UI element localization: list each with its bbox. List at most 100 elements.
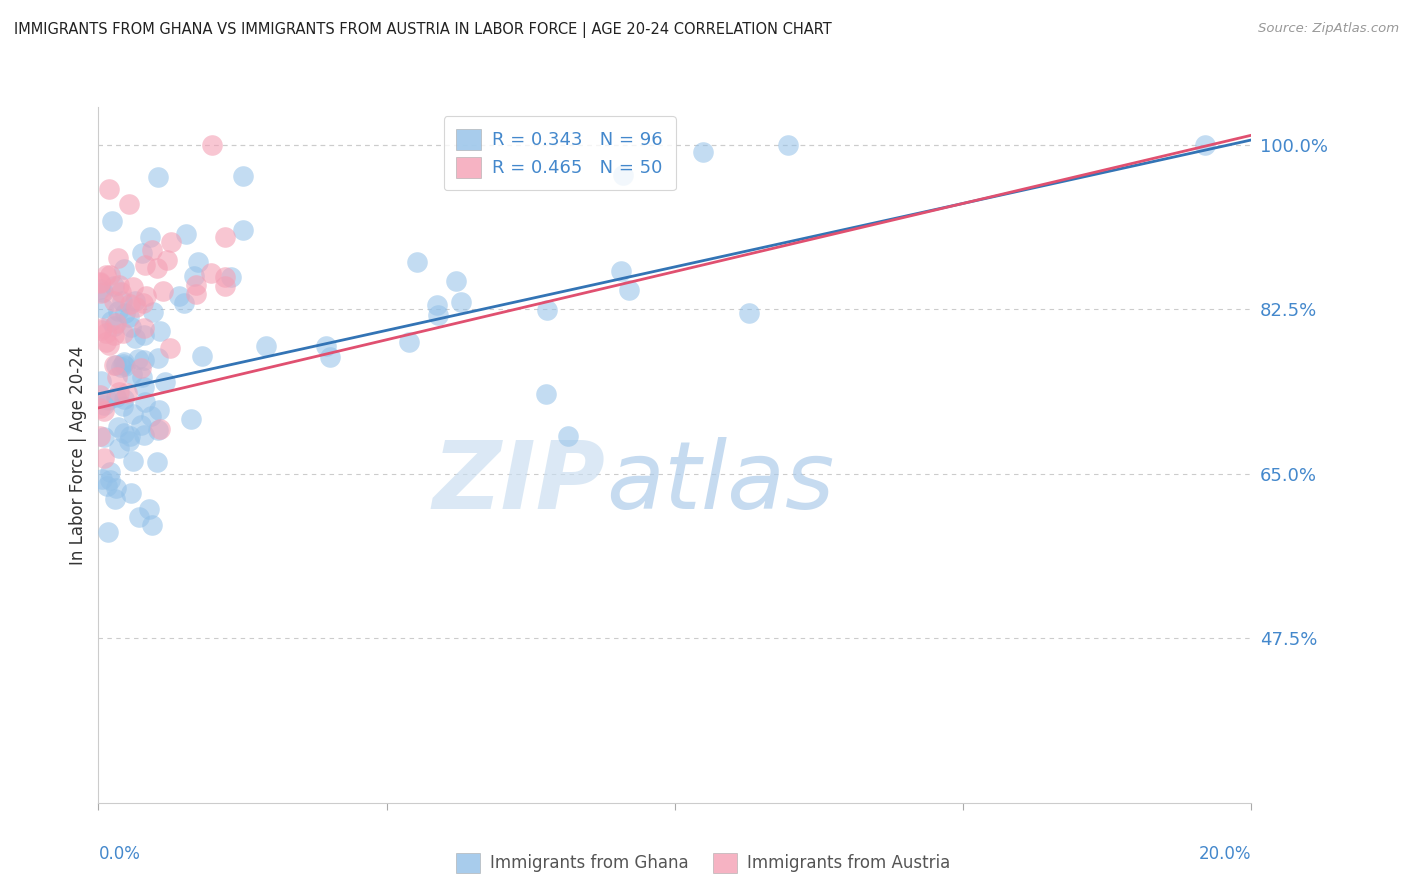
- Point: [103, 279, 125, 293]
- Point: [174, 227, 197, 241]
- Text: 0.0%: 0.0%: [98, 845, 141, 863]
- Point: [93, 404, 115, 418]
- Point: [315, 338, 337, 352]
- Point: [134, 353, 156, 368]
- Point: [105, 316, 128, 330]
- Point: [96, 334, 118, 349]
- Point: [186, 277, 208, 292]
- Point: [156, 252, 179, 267]
- Point: [167, 289, 190, 303]
- Point: [89, 387, 111, 401]
- Point: [173, 296, 195, 310]
- Point: [135, 288, 157, 302]
- Point: [131, 370, 153, 384]
- Point: [90, 375, 112, 389]
- Point: [96, 268, 118, 283]
- Point: [120, 319, 142, 334]
- Point: [89, 429, 111, 443]
- Point: [97, 182, 120, 196]
- Point: [129, 361, 152, 376]
- Point: [142, 305, 165, 319]
- Point: [100, 314, 122, 328]
- Point: [318, 351, 340, 365]
- Point: [107, 420, 129, 434]
- Point: [97, 524, 120, 539]
- Point: [200, 266, 222, 280]
- Point: [108, 385, 131, 400]
- Point: [146, 423, 169, 437]
- Point: [146, 169, 169, 184]
- Point: [97, 393, 120, 408]
- Point: [90, 285, 112, 300]
- Point: [146, 455, 169, 469]
- Point: [100, 214, 122, 228]
- Point: [132, 328, 155, 343]
- Point: [107, 277, 129, 292]
- Point: [112, 262, 135, 277]
- Point: [98, 268, 121, 282]
- Point: [103, 328, 125, 343]
- Point: [149, 324, 172, 338]
- Point: [138, 502, 160, 516]
- Point: [96, 479, 118, 493]
- Point: [91, 285, 114, 299]
- Point: [91, 471, 114, 485]
- Point: [190, 350, 212, 364]
- Point: [180, 412, 202, 426]
- Point: [111, 293, 134, 308]
- Point: [112, 392, 135, 407]
- Point: [426, 297, 449, 311]
- Point: [105, 358, 128, 372]
- Point: [122, 453, 145, 467]
- Point: [118, 297, 141, 311]
- Point: [114, 306, 136, 320]
- Point: [214, 278, 236, 293]
- Point: [90, 323, 112, 337]
- Point: [450, 295, 472, 310]
- Point: [91, 301, 114, 315]
- Point: [131, 246, 153, 260]
- Point: [89, 282, 111, 296]
- Legend: Immigrants from Ghana, Immigrants from Austria: Immigrants from Ghana, Immigrants from A…: [450, 847, 956, 880]
- Point: [254, 339, 277, 353]
- Point: [98, 338, 121, 352]
- Point: [90, 321, 112, 335]
- Point: [103, 319, 125, 334]
- Point: [444, 274, 467, 288]
- Point: [110, 285, 132, 299]
- Point: [149, 422, 172, 436]
- Point: [132, 428, 155, 442]
- Point: [534, 387, 557, 401]
- Point: [122, 407, 145, 421]
- Point: [231, 169, 254, 183]
- Point: [112, 399, 135, 413]
- Point: [104, 491, 127, 506]
- Legend: R = 0.343   N = 96, R = 0.465   N = 50: R = 0.343 N = 96, R = 0.465 N = 50: [443, 116, 676, 190]
- Point: [191, 810, 214, 824]
- Point: [132, 380, 155, 394]
- Point: [1194, 137, 1216, 152]
- Point: [427, 308, 450, 322]
- Point: [108, 441, 131, 455]
- Point: [112, 357, 135, 371]
- Point: [231, 223, 254, 237]
- Point: [214, 269, 236, 284]
- Point: [118, 429, 141, 443]
- Point: [132, 321, 155, 335]
- Point: [121, 367, 143, 381]
- Point: [406, 254, 429, 268]
- Point: [110, 360, 132, 375]
- Text: 20.0%: 20.0%: [1199, 845, 1251, 863]
- Point: [105, 369, 128, 384]
- Point: [146, 351, 169, 366]
- Point: [103, 294, 125, 309]
- Point: [776, 137, 799, 152]
- Point: [118, 310, 141, 325]
- Point: [96, 326, 118, 340]
- Point: [557, 429, 579, 443]
- Text: ZIP: ZIP: [433, 437, 606, 529]
- Point: [146, 261, 169, 276]
- Point: [111, 326, 134, 341]
- Point: [738, 306, 761, 320]
- Point: [201, 137, 224, 152]
